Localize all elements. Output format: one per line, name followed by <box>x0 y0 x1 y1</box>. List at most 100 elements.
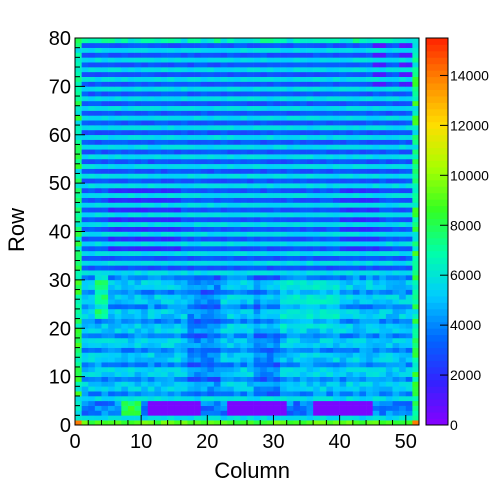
heatmap-cell <box>293 255 301 261</box>
heatmap-cell <box>240 76 248 82</box>
heatmap-cell <box>161 129 168 136</box>
heatmap-cell <box>293 357 301 363</box>
heatmap-cell <box>154 405 162 411</box>
heatmap-cell <box>220 173 228 179</box>
heatmap-cell <box>299 308 307 315</box>
heatmap-cell <box>359 81 367 87</box>
heatmap-cell <box>286 352 294 358</box>
heatmap-cell <box>385 38 393 44</box>
heatmap-cell <box>220 289 228 295</box>
heatmap-cell <box>405 333 413 339</box>
heatmap-cell <box>319 120 327 126</box>
heatmap-cell <box>293 202 301 208</box>
heatmap-cell <box>319 250 327 256</box>
heatmap-cell <box>293 226 301 232</box>
heatmap-cell <box>326 110 334 116</box>
heatmap-cell <box>81 328 89 334</box>
heatmap-cell <box>147 270 155 276</box>
heatmap-cell <box>326 279 334 286</box>
heatmap-cell <box>366 362 373 368</box>
heatmap-cell <box>319 221 327 227</box>
heatmap-cell <box>280 270 287 276</box>
heatmap-cell <box>161 71 168 77</box>
heatmap-cell <box>194 352 201 358</box>
heatmap-cell <box>88 192 96 198</box>
heatmap-cell <box>200 391 208 397</box>
heatmap-cell <box>174 289 182 295</box>
heatmap-cell <box>399 221 407 227</box>
heatmap-cell <box>167 105 175 111</box>
heatmap-cell <box>154 366 162 373</box>
heatmap-cell <box>352 47 360 53</box>
heatmap-cell <box>379 192 387 198</box>
heatmap-cell <box>333 168 340 174</box>
heatmap-cell <box>385 231 393 237</box>
heatmap-cell <box>352 405 360 411</box>
heatmap-cell <box>399 323 407 329</box>
heatmap-cell <box>174 42 182 48</box>
heatmap-cell <box>75 62 82 68</box>
heatmap-cell <box>207 86 215 92</box>
heatmap-cell <box>88 304 96 310</box>
heatmap-cell <box>247 183 254 189</box>
heatmap-cell <box>154 241 162 247</box>
heatmap-cell <box>227 371 235 377</box>
heatmap-cell <box>326 105 334 111</box>
heatmap-cell <box>352 149 360 155</box>
heatmap-cell <box>94 304 102 310</box>
heatmap-cell <box>273 357 281 363</box>
heatmap-cell <box>346 304 354 310</box>
heatmap-cell <box>385 221 393 227</box>
heatmap-cell <box>108 76 115 82</box>
heatmap-cell <box>121 197 129 203</box>
heatmap-cell <box>134 313 142 319</box>
heatmap-cell <box>379 289 387 295</box>
heatmap-cell <box>253 342 261 348</box>
colorbar-segment <box>426 283 448 290</box>
heatmap-cell <box>114 236 122 242</box>
heatmap-cell <box>240 144 248 150</box>
heatmap-cell <box>299 395 307 402</box>
heatmap-cell <box>161 313 168 319</box>
heatmap-cell <box>333 270 340 276</box>
heatmap-cell <box>141 342 149 348</box>
heatmap-cell <box>187 362 195 368</box>
heatmap-cell <box>273 221 281 227</box>
heatmap-cell <box>187 154 195 160</box>
heatmap-cell <box>286 284 294 290</box>
heatmap-cell <box>94 197 102 203</box>
heatmap-cell <box>220 134 228 140</box>
heatmap-cell <box>333 202 340 208</box>
heatmap-cell <box>306 231 314 237</box>
heatmap-cell <box>161 410 168 416</box>
heatmap-cell <box>207 115 215 121</box>
heatmap-cell <box>194 192 201 198</box>
heatmap-cell <box>286 270 294 276</box>
heatmap-cell <box>273 187 281 194</box>
heatmap-cell <box>326 275 334 281</box>
heatmap-cell <box>346 289 354 295</box>
heatmap-cell <box>399 241 407 247</box>
colorbar-segment <box>426 250 448 258</box>
heatmap-cell <box>405 308 413 315</box>
heatmap-cell <box>94 134 102 140</box>
heatmap-cell <box>352 86 360 92</box>
heatmap-cell <box>319 352 327 358</box>
heatmap-cell <box>372 357 380 363</box>
heatmap-cell <box>253 260 261 266</box>
heatmap-cell <box>213 337 221 344</box>
heatmap-cell <box>339 294 347 300</box>
heatmap-cell <box>253 38 261 44</box>
heatmap-cell <box>399 120 407 126</box>
heatmap-cell <box>233 226 241 232</box>
heatmap-cell <box>286 149 294 155</box>
heatmap-cell <box>194 62 201 68</box>
heatmap-cell <box>359 105 367 111</box>
heatmap-cell <box>253 275 261 281</box>
heatmap-cell <box>220 395 228 402</box>
heatmap-cell <box>207 333 215 339</box>
heatmap-cell <box>319 76 327 82</box>
heatmap-cell <box>213 362 221 368</box>
heatmap-cell <box>385 168 393 174</box>
